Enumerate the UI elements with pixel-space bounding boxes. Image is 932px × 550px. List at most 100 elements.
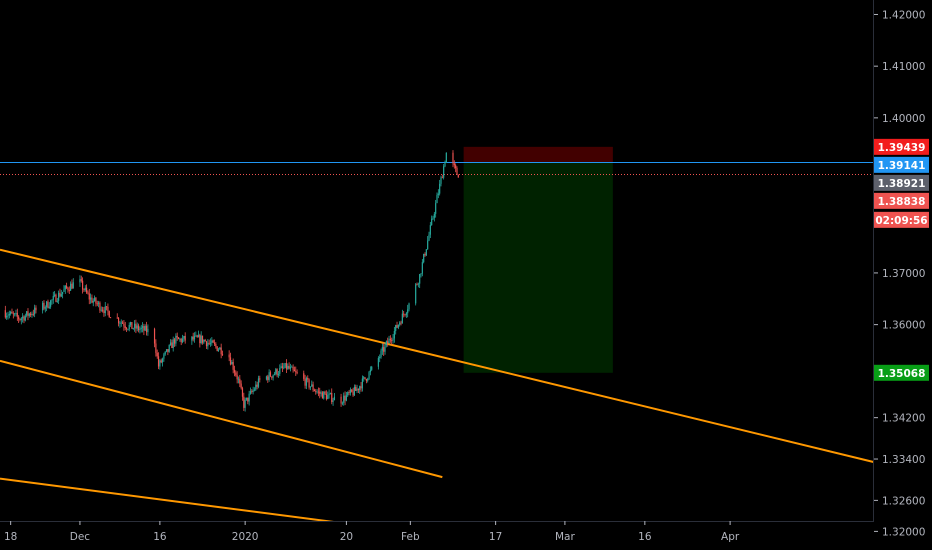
candle-body	[203, 339, 205, 343]
candle-181	[281, 362, 284, 373]
candle-body	[161, 358, 164, 363]
time-axis-panel[interactable]	[0, 521, 874, 550]
candle-190	[293, 366, 296, 372]
candle-107	[167, 349, 169, 356]
candle-body	[353, 386, 355, 396]
candle-body	[27, 311, 29, 316]
candle-body	[277, 373, 280, 376]
candle-body	[393, 330, 395, 339]
candle-body	[421, 262, 423, 274]
candle-104	[163, 352, 165, 362]
candle-body	[384, 345, 386, 352]
candle-body	[181, 338, 184, 343]
price-axis-panel[interactable]	[874, 0, 932, 550]
candle-76	[120, 319, 122, 327]
price-tag-label: 1.39141	[878, 160, 926, 172]
candle-279	[433, 211, 435, 222]
candle-291	[455, 163, 457, 173]
candle-273	[425, 249, 427, 257]
stop-loss-zone[interactable]	[463, 146, 613, 163]
candle-97	[153, 327, 156, 348]
candle-157	[244, 397, 246, 412]
candle-body	[70, 283, 72, 291]
candle-83	[129, 321, 132, 327]
candle-213	[329, 392, 332, 395]
price-tags: 1.39439 1.39141 1.38921 1.38838 1.35068 02:09…	[874, 138, 929, 381]
candle-body	[247, 397, 249, 402]
time-tick: Apr	[721, 521, 740, 543]
candle-body	[352, 391, 354, 396]
candle-body	[303, 373, 305, 379]
candle-81	[127, 328, 129, 331]
trendlines	[0, 248, 875, 550]
candle-body	[423, 253, 425, 263]
candle-body	[273, 373, 276, 375]
candle-body	[404, 314, 406, 316]
candle-body	[436, 195, 438, 204]
price-tick: 1.32000	[874, 526, 925, 538]
candle-41	[63, 285, 65, 292]
trendline-2[interactable]	[0, 359, 443, 479]
trendline-1[interactable]	[0, 248, 875, 464]
candle-body	[22, 316, 24, 319]
candle-229	[356, 384, 358, 394]
candle-224	[349, 387, 351, 396]
candle-body	[355, 386, 357, 391]
candle-body	[452, 152, 454, 164]
candle-body	[145, 325, 148, 333]
candle-253	[393, 326, 395, 343]
candle-139	[215, 342, 217, 349]
candle-body	[167, 349, 169, 352]
candle-24	[35, 305, 37, 314]
candle-body	[201, 335, 204, 343]
candle-body	[259, 378, 261, 380]
candle-230	[357, 388, 359, 393]
price-tick-label: 1.34200	[882, 413, 925, 425]
candle-body	[356, 388, 358, 391]
candle-body	[109, 317, 112, 319]
candle-191	[295, 366, 297, 376]
position-zones	[463, 146, 613, 373]
candle-188	[291, 365, 293, 368]
candle-262	[405, 311, 407, 318]
candle-115	[177, 336, 180, 340]
candle-body	[28, 313, 30, 316]
candle-body	[137, 325, 140, 331]
candle-body	[52, 295, 54, 300]
candle-58	[91, 294, 93, 304]
price-tick: 1.36000	[874, 320, 925, 332]
candle-221	[345, 392, 348, 402]
candle-body	[165, 349, 168, 352]
candle-body	[215, 343, 217, 347]
candle-body	[35, 307, 37, 311]
candle-body	[291, 366, 293, 368]
candle-body	[82, 280, 84, 290]
candle-270	[421, 259, 423, 277]
candle-159	[247, 397, 249, 405]
price-tag-label: 1.39439	[878, 142, 926, 154]
candle-261	[404, 313, 406, 317]
candle-77	[121, 320, 124, 324]
price-tick: 1.41000	[874, 61, 925, 73]
candle-3	[7, 311, 9, 320]
time-tick: 16	[638, 521, 652, 543]
candle-62	[96, 300, 98, 307]
price-tick-label: 1.32000	[882, 526, 925, 538]
candle-156	[243, 392, 245, 411]
take-profit-zone[interactable]	[463, 162, 613, 373]
candle-267	[417, 282, 419, 288]
candle-186	[288, 362, 290, 370]
candle-body	[415, 284, 417, 304]
candle-105	[164, 351, 166, 356]
candle-body	[380, 350, 382, 358]
candle-body	[64, 285, 66, 290]
candle-body	[405, 313, 407, 315]
candle-body	[287, 365, 289, 369]
time-tick: 18	[4, 521, 17, 543]
candle-body	[4, 310, 6, 318]
candle-222	[347, 391, 349, 398]
candle-93	[143, 323, 145, 336]
candle-body	[83, 289, 85, 291]
candle-95	[145, 321, 148, 336]
